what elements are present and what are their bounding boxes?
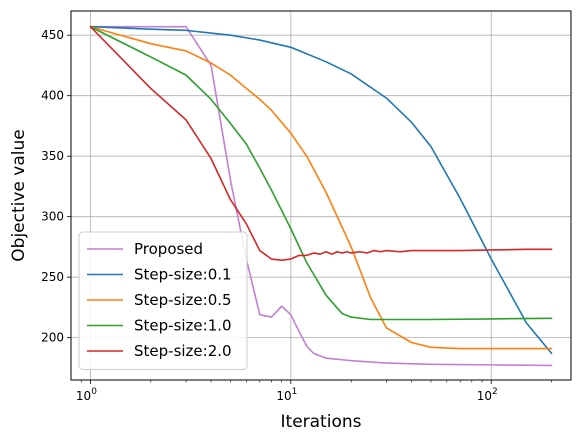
legend-label-step-size-0-5: Step-size:0.5 [134, 291, 232, 309]
x-tick-exponent: 1 [292, 387, 298, 397]
y-tick-label: 200 [41, 331, 64, 345]
x-tick-exponent: 0 [91, 387, 97, 397]
legend-label-step-size-2-0: Step-size:2.0 [134, 342, 232, 360]
legend-label-step-size-0-1: Step-size:0.1 [134, 266, 232, 284]
x-tick-label: 101 [276, 387, 297, 403]
x-tick-exponent: 2 [492, 387, 498, 397]
series-line-step-size-0-1 [89, 25, 553, 355]
series-lines [89, 25, 553, 367]
y-tick-label: 350 [41, 149, 64, 163]
x-tick-label: 100 [76, 387, 97, 403]
y-tick-label: 450 [41, 28, 64, 42]
x-tick-label: 102 [477, 387, 498, 403]
series-line-step-size-1-0 [89, 25, 553, 321]
y-tick-label: 300 [41, 210, 64, 224]
series-line-step-size-0-5 [89, 25, 553, 350]
legend: Proposed Step-size:0.1 Step-size:0.5 Step-s… [78, 231, 248, 370]
legend-box [78, 231, 248, 370]
plot-frame [70, 10, 572, 381]
legend-label-step-size-1-0: Step-size:1.0 [134, 317, 232, 335]
y-axis-label: Objective value [9, 129, 29, 261]
legend-label-proposed: Proposed [134, 240, 203, 258]
x-axis-label: Iterations [281, 412, 362, 432]
y-tick-label: 250 [41, 270, 64, 284]
y-tick-label: 400 [41, 89, 64, 103]
series-line-proposed [89, 25, 553, 367]
series-line-step-size-2-0 [89, 25, 553, 262]
